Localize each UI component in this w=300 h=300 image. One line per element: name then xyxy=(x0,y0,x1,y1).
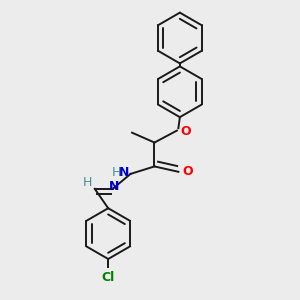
Text: H: H xyxy=(112,166,121,179)
Text: N: N xyxy=(119,166,129,179)
Text: O: O xyxy=(182,165,193,178)
Text: Cl: Cl xyxy=(102,271,115,284)
Text: O: O xyxy=(181,125,191,138)
Text: N: N xyxy=(108,180,119,193)
Text: H: H xyxy=(82,176,92,189)
